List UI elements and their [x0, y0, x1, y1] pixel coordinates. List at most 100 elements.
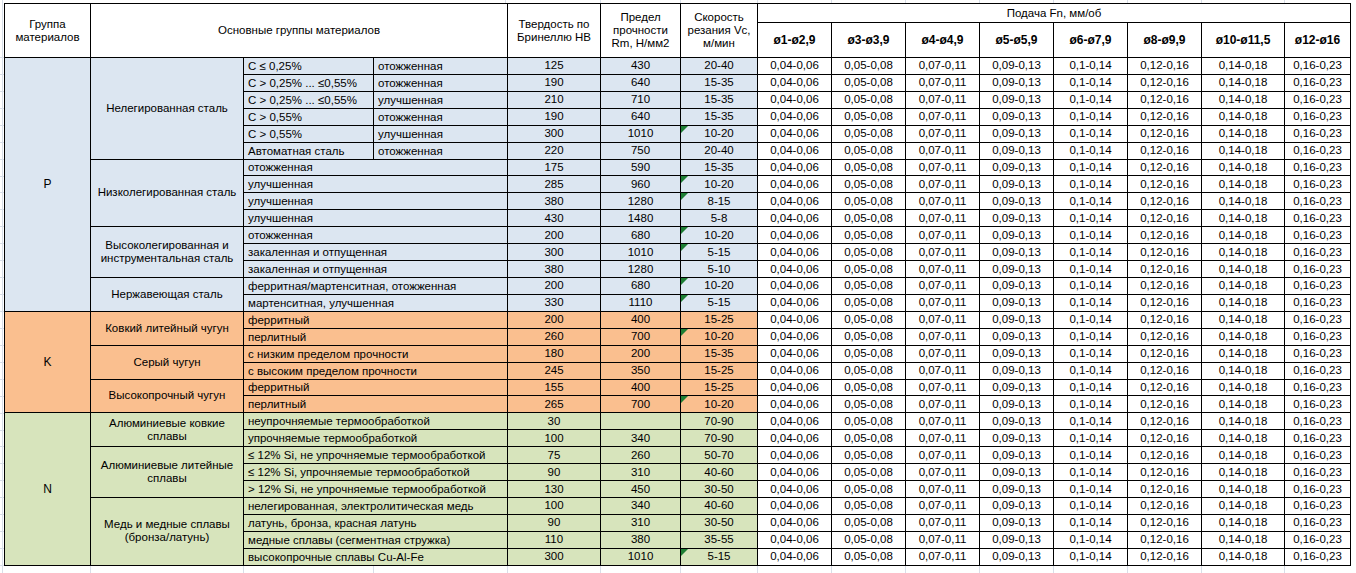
- cell-feed-value[interactable]: 0,16-0,23: [1285, 142, 1351, 159]
- cell-feed-value[interactable]: 0,12-0,16: [1128, 176, 1202, 193]
- cell-cutting-speed-vc[interactable]: 10-20: [681, 277, 758, 294]
- cell-feed-value[interactable]: 0,04-0,06: [758, 413, 832, 430]
- cell-material-group[interactable]: K: [5, 311, 91, 413]
- cell-material[interactable]: с низким пределом прочности: [244, 345, 508, 362]
- cell-cutting-speed-vc[interactable]: 10-20: [681, 176, 758, 193]
- cell-feed-value[interactable]: 0,12-0,16: [1128, 497, 1202, 514]
- cell-cutting-speed-vc[interactable]: 5-8: [681, 210, 758, 227]
- cell-feed-value[interactable]: 0,05-0,08: [832, 396, 906, 413]
- cell-feed-value[interactable]: 0,09-0,13: [980, 277, 1054, 294]
- cell-hardness-hb[interactable]: 155: [508, 379, 601, 396]
- cell-feed-value[interactable]: 0,14-0,18: [1202, 108, 1285, 125]
- cell-hardness-hb[interactable]: 75: [508, 447, 601, 464]
- cell-feed-value[interactable]: 0,04-0,06: [758, 531, 832, 548]
- speed-column-header[interactable]: Скорость резания Vc, м/мин: [681, 4, 758, 58]
- cell-hardness-hb[interactable]: 100: [508, 430, 601, 447]
- cell-strength-rm[interactable]: 710: [601, 91, 681, 108]
- cell-feed-value[interactable]: 0,07-0,11: [906, 396, 980, 413]
- cell-feed-value[interactable]: 0,05-0,08: [832, 277, 906, 294]
- cell-feed-value[interactable]: 0,07-0,11: [906, 548, 980, 565]
- cell-feed-value[interactable]: 0,1-0,14: [1054, 531, 1128, 548]
- cell-feed-value[interactable]: 0,05-0,08: [832, 311, 906, 328]
- cell-feed-value[interactable]: 0,14-0,18: [1202, 261, 1285, 278]
- cell-feed-value[interactable]: 0,12-0,16: [1128, 413, 1202, 430]
- cell-feed-value[interactable]: 0,07-0,11: [906, 227, 980, 244]
- cell-feed-value[interactable]: 0,05-0,08: [832, 142, 906, 159]
- cell-cutting-speed-vc[interactable]: 15-35: [681, 345, 758, 362]
- cell-material[interactable]: > 12% Si, не упрочняемые термообработкой: [244, 481, 508, 498]
- cell-feed-value[interactable]: 0,12-0,16: [1128, 74, 1202, 91]
- cell-cutting-speed-vc[interactable]: 40-60: [681, 497, 758, 514]
- cell-feed-value[interactable]: 0,07-0,11: [906, 413, 980, 430]
- cell-feed-value[interactable]: 0,04-0,06: [758, 362, 832, 379]
- cell-material[interactable]: улучшенная: [244, 193, 508, 210]
- cell-cutting-speed-vc[interactable]: 15-25: [681, 362, 758, 379]
- cell-cutting-speed-vc[interactable]: 15-25: [681, 311, 758, 328]
- cell-feed-value[interactable]: 0,07-0,11: [906, 294, 980, 311]
- cell-feed-value[interactable]: 0,04-0,06: [758, 193, 832, 210]
- cell-material[interactable]: нелегированная, электролитическая медь: [244, 497, 508, 514]
- cell-feed-value[interactable]: 0,1-0,14: [1054, 261, 1128, 278]
- cell-feed-value[interactable]: 0,1-0,14: [1054, 379, 1128, 396]
- cell-feed-value[interactable]: 0,1-0,14: [1054, 58, 1128, 75]
- cell-feed-value[interactable]: 0,14-0,18: [1202, 413, 1285, 430]
- cell-strength-rm[interactable]: 680: [601, 227, 681, 244]
- cell-heat-treatment[interactable]: улучшенная: [374, 125, 508, 142]
- cell-feed-value[interactable]: 0,12-0,16: [1128, 125, 1202, 142]
- cell-cutting-speed-vc[interactable]: 8-15: [681, 193, 758, 210]
- cell-cutting-speed-vc[interactable]: 40-60: [681, 464, 758, 481]
- cell-feed-value[interactable]: 0,05-0,08: [832, 108, 906, 125]
- cell-hardness-hb[interactable]: 380: [508, 261, 601, 278]
- cell-feed-value[interactable]: 0,1-0,14: [1054, 142, 1128, 159]
- cell-heat-treatment[interactable]: отожженная: [374, 142, 508, 159]
- cell-hardness-hb[interactable]: 110: [508, 531, 601, 548]
- group-column-header[interactable]: Группа материалов: [5, 4, 91, 58]
- cell-feed-value[interactable]: 0,1-0,14: [1054, 514, 1128, 531]
- cell-feed-value[interactable]: 0,04-0,06: [758, 91, 832, 108]
- cell-feed-value[interactable]: 0,09-0,13: [980, 244, 1054, 261]
- cell-strength-rm[interactable]: 590: [601, 159, 681, 176]
- cell-hardness-hb[interactable]: 380: [508, 193, 601, 210]
- cell-feed-value[interactable]: 0,16-0,23: [1285, 294, 1351, 311]
- cell-feed-value[interactable]: 0,07-0,11: [906, 74, 980, 91]
- cell-hardness-hb[interactable]: 180: [508, 345, 601, 362]
- cell-feed-value[interactable]: 0,1-0,14: [1054, 362, 1128, 379]
- cell-feed-value[interactable]: 0,14-0,18: [1202, 311, 1285, 328]
- cell-feed-value[interactable]: 0,1-0,14: [1054, 91, 1128, 108]
- cell-feed-value[interactable]: 0,1-0,14: [1054, 328, 1128, 345]
- cell-feed-value[interactable]: 0,16-0,23: [1285, 481, 1351, 498]
- cell-feed-value[interactable]: 0,12-0,16: [1128, 531, 1202, 548]
- cell-feed-value[interactable]: 0,1-0,14: [1054, 481, 1128, 498]
- cell-feed-value[interactable]: 0,04-0,06: [758, 74, 832, 91]
- cell-feed-value[interactable]: 0,05-0,08: [832, 497, 906, 514]
- cell-feed-value[interactable]: 0,14-0,18: [1202, 159, 1285, 176]
- cell-feed-value[interactable]: 0,09-0,13: [980, 514, 1054, 531]
- cell-feed-value[interactable]: 0,09-0,13: [980, 548, 1054, 565]
- cell-feed-value[interactable]: 0,07-0,11: [906, 430, 980, 447]
- cell-feed-value[interactable]: 0,05-0,08: [832, 125, 906, 142]
- cell-feed-value[interactable]: 0,07-0,11: [906, 531, 980, 548]
- cell-strength-rm[interactable]: 750: [601, 142, 681, 159]
- cell-feed-value[interactable]: 0,14-0,18: [1202, 447, 1285, 464]
- cell-feed-value[interactable]: 0,04-0,06: [758, 244, 832, 261]
- cell-feed-value[interactable]: 0,04-0,06: [758, 210, 832, 227]
- cell-strength-rm[interactable]: 700: [601, 396, 681, 413]
- cell-feed-value[interactable]: 0,04-0,06: [758, 311, 832, 328]
- cell-feed-value[interactable]: 0,04-0,06: [758, 379, 832, 396]
- cell-feed-value[interactable]: 0,07-0,11: [906, 244, 980, 261]
- cell-feed-value[interactable]: 0,09-0,13: [980, 328, 1054, 345]
- cell-cutting-speed-vc[interactable]: 15-35: [681, 108, 758, 125]
- cell-cutting-speed-vc[interactable]: 20-40: [681, 142, 758, 159]
- cell-carbon-content[interactable]: С > 0,25% ... ≤0,55%: [244, 91, 374, 108]
- cell-feed-value[interactable]: 0,09-0,13: [980, 210, 1054, 227]
- cell-hardness-hb[interactable]: 30: [508, 413, 601, 430]
- cell-material[interactable]: высокопрочные сплавы Cu-Al-Fe: [244, 548, 508, 565]
- cell-feed-value[interactable]: 0,04-0,06: [758, 345, 832, 362]
- cell-feed-value[interactable]: 0,12-0,16: [1128, 58, 1202, 75]
- cell-feed-value[interactable]: 0,04-0,06: [758, 277, 832, 294]
- cell-feed-value[interactable]: 0,14-0,18: [1202, 142, 1285, 159]
- cell-material[interactable]: улучшенная: [244, 210, 508, 227]
- cell-feed-value[interactable]: 0,09-0,13: [980, 91, 1054, 108]
- cell-feed-value[interactable]: 0,07-0,11: [906, 142, 980, 159]
- cell-feed-value[interactable]: 0,16-0,23: [1285, 430, 1351, 447]
